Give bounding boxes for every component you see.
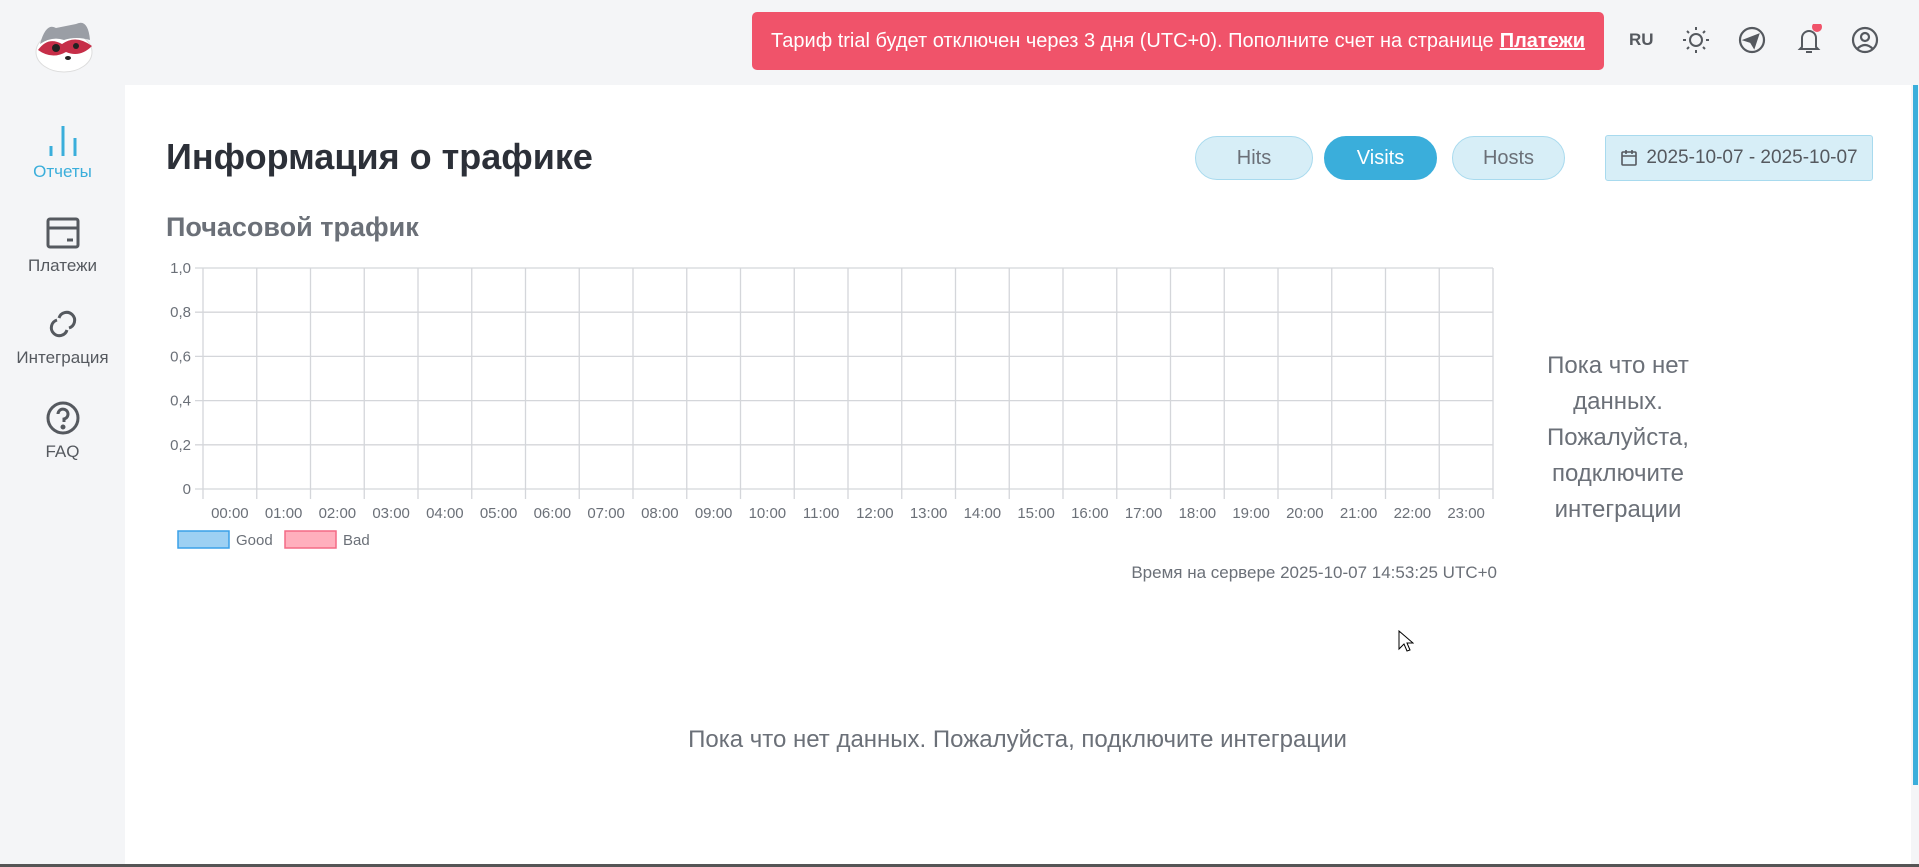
x-tick-label: 10:00 bbox=[749, 505, 787, 522]
date-range-picker[interactable]: 2025-10-07 - 2025-10-07 bbox=[1605, 135, 1873, 181]
x-tick-label: 17:00 bbox=[1125, 505, 1163, 522]
sidebar-item-label: Интеграция bbox=[16, 348, 109, 367]
legend-swatch bbox=[177, 530, 230, 549]
bar-chart-icon bbox=[49, 126, 76, 156]
x-tick-label: 03:00 bbox=[372, 505, 410, 522]
section-title: Почасовой трафик bbox=[166, 212, 419, 242]
raccoon-logo[interactable] bbox=[26, 14, 100, 74]
x-tick-label: 05:00 bbox=[480, 505, 518, 522]
sidebar-item-reports[interactable]: Отчеты bbox=[0, 124, 125, 182]
mouse-cursor-icon bbox=[1398, 630, 1414, 652]
sidebar-item-payments[interactable]: Платежи bbox=[0, 216, 125, 276]
sidebar-item-label: Отчеты bbox=[33, 162, 92, 181]
telegram-icon[interactable] bbox=[1736, 24, 1768, 56]
y-tick-label: 1,0 bbox=[170, 260, 191, 277]
x-tick-label: 07:00 bbox=[587, 505, 625, 522]
server-time: Время на сервере 2025-10-07 14:53:25 UTC… bbox=[1131, 563, 1497, 582]
legend-label: Good bbox=[236, 532, 273, 549]
y-tick-label: 0,6 bbox=[170, 348, 191, 365]
x-tick-label: 23:00 bbox=[1447, 505, 1485, 522]
wallet-icon bbox=[46, 217, 79, 249]
legend-label: Bad bbox=[343, 532, 370, 549]
main-content bbox=[125, 85, 1911, 864]
x-tick-label: 11:00 bbox=[803, 505, 839, 522]
language-switch[interactable]: RU bbox=[1629, 30, 1654, 49]
question-icon bbox=[46, 401, 79, 435]
y-tick-label: 0,8 bbox=[170, 304, 191, 321]
x-tick-label: 08:00 bbox=[641, 505, 679, 522]
payments-link[interactable]: Платежи bbox=[1499, 29, 1586, 52]
x-tick-label: 12:00 bbox=[856, 505, 894, 522]
hourly-traffic-chart: 0 0,2 0,4 0,6 0,8 1,0 00:00 01:00 02:00 03:00 04:0… bbox=[170, 260, 1494, 549]
x-tick-label: 16:00 bbox=[1071, 505, 1109, 522]
x-tick-label: 19:00 bbox=[1232, 505, 1270, 522]
link-icon bbox=[49, 310, 76, 338]
x-tick-label: 02:00 bbox=[319, 505, 357, 522]
x-tick-label: 22:00 bbox=[1394, 505, 1432, 522]
bell-icon[interactable] bbox=[1793, 24, 1825, 56]
no-data-message-right: Пока что нет данных. Пожалуйста, подключ… bbox=[1547, 352, 1689, 523]
date-range-text: 2025-10-07 - 2025-10-07 bbox=[1646, 147, 1858, 168]
y-tick-label: 0,4 bbox=[170, 393, 191, 410]
x-tick-label: 09:00 bbox=[695, 505, 733, 522]
x-tick-label: 15:00 bbox=[1017, 505, 1055, 522]
tab-hits[interactable]: Hits bbox=[1195, 136, 1313, 180]
divider bbox=[0, 864, 1919, 867]
trial-banner: Тариф trial будет отключен через 3 дня (… bbox=[752, 12, 1604, 70]
sidebar-item-label: FAQ bbox=[45, 442, 80, 461]
user-icon[interactable] bbox=[1849, 24, 1881, 56]
y-tick-label: 0 bbox=[183, 481, 191, 498]
y-tick-label: 0,2 bbox=[170, 437, 191, 454]
x-tick-label: 00:00 bbox=[211, 505, 249, 522]
x-tick-label: 04:00 bbox=[426, 505, 464, 522]
sun-icon[interactable] bbox=[1680, 24, 1712, 56]
sidebar-item-label: Платежи bbox=[28, 256, 97, 275]
page-title: Информация о трафике bbox=[166, 136, 593, 177]
x-tick-label: 01:00 bbox=[265, 505, 303, 522]
tab-visits[interactable]: Visits bbox=[1324, 136, 1437, 180]
x-tick-label: 14:00 bbox=[964, 505, 1002, 522]
legend-swatch bbox=[284, 530, 337, 549]
x-tick-label: 20:00 bbox=[1286, 505, 1324, 522]
banner-text: Тариф trial будет отключен через 3 дня (… bbox=[770, 29, 1494, 52]
sidebar-item-faq[interactable]: FAQ bbox=[0, 400, 125, 462]
tab-hosts[interactable]: Hosts bbox=[1452, 136, 1565, 180]
x-tick-label: 21:00 bbox=[1340, 505, 1378, 522]
no-data-message-bottom: Пока что нет данных. Пожалуйста, подключ… bbox=[688, 726, 1347, 753]
sidebar-item-integration[interactable]: Интеграция bbox=[0, 306, 125, 368]
calendar-icon bbox=[1621, 150, 1638, 166]
x-tick-label: 18:00 bbox=[1179, 505, 1217, 522]
x-tick-label: 13:00 bbox=[910, 505, 948, 522]
scrollbar[interactable] bbox=[1913, 85, 1918, 785]
x-tick-label: 06:00 bbox=[534, 505, 572, 522]
